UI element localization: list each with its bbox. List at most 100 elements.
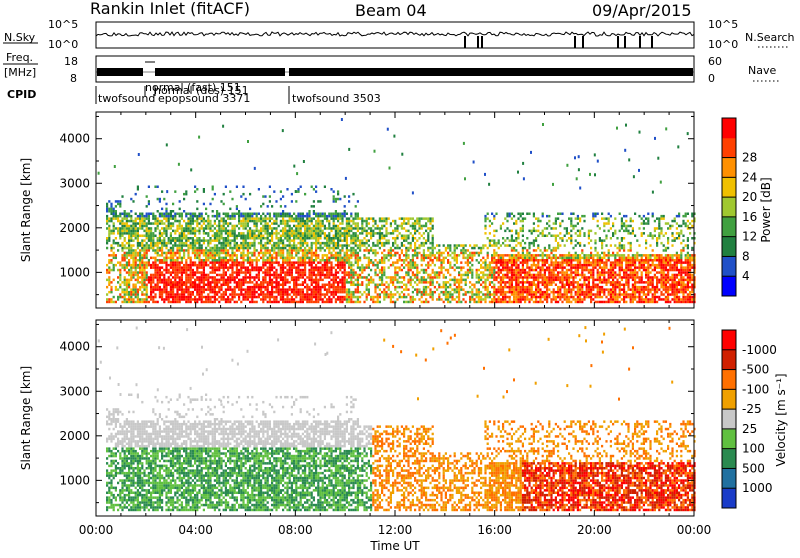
echo-cell xyxy=(493,252,495,255)
echo-cell xyxy=(289,264,291,267)
echo-cell xyxy=(192,217,194,220)
echo-cell xyxy=(495,266,497,269)
echo-cell xyxy=(229,230,231,233)
echo-cell xyxy=(172,237,174,240)
echo-cell xyxy=(220,257,222,260)
echo-cell xyxy=(308,276,310,279)
echo-cell xyxy=(157,288,159,291)
echo-cell xyxy=(139,261,141,264)
echo-cell xyxy=(377,296,379,299)
echo-cell xyxy=(528,281,530,284)
echo-cell xyxy=(249,281,251,284)
echo-cell xyxy=(284,225,286,228)
echo-cell xyxy=(520,301,522,304)
echo-cell xyxy=(539,301,541,304)
echo-cell xyxy=(170,257,172,260)
echo-cell xyxy=(337,254,339,257)
echo-cell xyxy=(146,286,148,289)
echo-cell xyxy=(126,298,128,301)
echo-cell xyxy=(190,266,192,269)
echo-cell xyxy=(330,291,332,294)
echo-cell xyxy=(548,247,550,250)
echo-cell xyxy=(280,296,282,299)
echo-cell xyxy=(322,279,324,282)
echo-cell xyxy=(368,222,370,225)
echo-cell xyxy=(412,225,414,228)
echo-cell xyxy=(542,274,544,277)
echo-cell xyxy=(484,232,486,235)
echo-cell xyxy=(146,225,148,228)
echo-cell xyxy=(218,249,220,252)
echo-cell xyxy=(392,261,394,264)
echo-cell xyxy=(161,291,163,294)
echo-cell xyxy=(539,254,541,257)
echo-cell xyxy=(352,296,354,299)
echo-cell xyxy=(306,217,308,220)
echo-cell xyxy=(458,288,460,291)
echo-cell xyxy=(346,296,348,299)
echo-cell xyxy=(165,244,167,247)
echo-cell xyxy=(117,227,119,230)
echo-cell xyxy=(330,230,332,233)
echo-cell xyxy=(159,286,161,289)
echo-cell xyxy=(231,276,233,279)
echo-cell xyxy=(388,254,390,257)
echo-cell xyxy=(493,291,495,294)
echo-cell xyxy=(273,252,275,255)
echo-cell xyxy=(493,284,495,287)
echo-cell xyxy=(284,244,286,247)
echo-cell xyxy=(491,271,493,274)
echo-cell xyxy=(113,239,115,242)
echo-cell xyxy=(205,254,207,257)
echo-cell xyxy=(289,288,291,291)
echo-cell xyxy=(544,284,546,287)
echo-cell xyxy=(344,235,346,238)
echo-cell xyxy=(436,257,438,260)
echo-cell xyxy=(253,266,255,269)
echo-cell xyxy=(522,227,524,230)
echo-cell xyxy=(418,288,420,291)
echo-cell xyxy=(161,296,163,299)
echo-cell xyxy=(328,249,330,252)
echo-cell xyxy=(267,237,269,240)
echo-cell xyxy=(517,274,519,277)
echo-cell xyxy=(555,222,557,225)
echo-cell xyxy=(269,266,271,269)
echo-cell xyxy=(297,227,299,230)
echo-cell xyxy=(553,296,555,299)
echo-cell xyxy=(258,235,260,238)
echo-cell xyxy=(106,237,108,240)
echo-cell xyxy=(517,293,519,296)
echo-cell xyxy=(119,284,121,287)
echo-cell xyxy=(117,217,119,220)
echo-cell xyxy=(317,271,319,274)
echo-cell xyxy=(491,222,493,225)
echo-cell xyxy=(326,259,328,262)
echo-cell xyxy=(280,274,282,277)
echo-cell xyxy=(478,296,480,299)
echo-cell xyxy=(335,264,337,267)
echo-cell xyxy=(269,217,271,220)
echo-cell xyxy=(110,261,112,264)
echo-cell xyxy=(130,230,132,233)
echo-cell xyxy=(227,230,229,233)
echo-cell xyxy=(520,227,522,230)
echo-cell xyxy=(234,225,236,228)
echo-cell xyxy=(231,266,233,269)
echo-cell xyxy=(148,200,150,203)
echo-cell xyxy=(449,254,451,257)
echo-cell xyxy=(388,252,390,255)
echo-cell xyxy=(108,227,110,230)
echo-cell xyxy=(412,274,414,277)
echo-cell xyxy=(557,217,559,220)
echo-cell xyxy=(559,291,561,294)
echo-cell xyxy=(403,227,405,230)
echo-cell xyxy=(225,298,227,301)
echo-cell xyxy=(322,286,324,289)
echo-cell xyxy=(137,293,139,296)
echo-cell xyxy=(238,288,240,291)
echo-cell xyxy=(324,235,326,238)
echo-cell xyxy=(225,244,227,247)
echo-cell xyxy=(256,215,258,218)
echo-cell xyxy=(172,271,174,274)
